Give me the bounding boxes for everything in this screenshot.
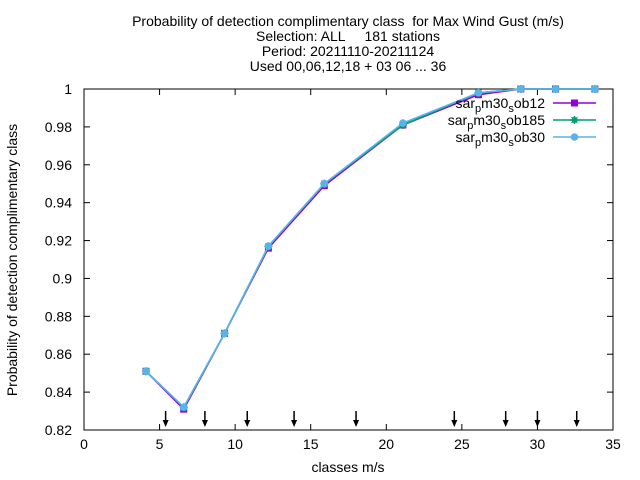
title-line: Probability of detection complimentary c… [132,13,564,29]
x-tick-label: 35 [605,436,621,452]
class-arrow [534,411,541,427]
data-point [399,119,407,127]
legend-item: sarpm30sob12 [456,95,596,115]
x-tick-label: 0 [80,436,88,452]
x-tick-label: 20 [378,436,394,452]
data-point [220,329,229,338]
y-tick-label: 0.84 [45,384,72,400]
y-tick-label: 0.96 [45,157,72,173]
title-line: Used 00,06,12,18 + 03 06 ... 36 [250,58,447,74]
data-point [264,242,273,251]
y-tick-label: 0.9 [53,270,73,286]
series-lines [141,85,599,413]
class-arrow-markers [162,411,580,427]
y-tick-label: 1 [64,81,72,97]
x-axis-ticks: 0 5 10 15 20 25 30 35 [80,89,621,452]
legend-label: sarpm30sob30 [456,129,546,149]
y-tick-label: 0.92 [45,233,72,249]
legend-item: sarpm30sob185 [448,112,596,132]
chart-frame [83,88,614,431]
class-arrow [502,411,509,427]
data-point [570,116,579,124]
y-axis-label: Probability of detection complimentary c… [4,124,20,396]
data-point [591,85,599,93]
data-point [551,85,560,93]
data-point [570,133,579,141]
x-axis-label: classes m/s [311,459,384,475]
class-arrow [353,411,360,427]
plot-border [83,88,614,431]
class-arrow [451,411,458,427]
data-point [142,367,150,376]
x-tick-label: 25 [454,436,470,452]
data-point [571,99,578,107]
series-line [145,88,595,409]
data-point [179,403,188,412]
data-point [474,88,483,97]
chart-title: Probability of detection complimentary c… [132,13,564,74]
data-point [320,179,329,188]
y-axis-ticks: 0.82 0.84 0.86 0.88 0.9 0.92 0.94 0.96 0.98 1 [45,81,613,438]
y-tick-label: 0.86 [45,346,72,362]
class-arrow [244,411,251,427]
class-arrow [573,411,580,427]
class-arrow [162,411,169,427]
legend-label: sarpm30sob185 [448,112,545,132]
legend-label: sarpm30sob12 [456,95,546,115]
y-tick-label: 0.82 [45,422,72,438]
data-point [517,85,525,93]
class-arrow [291,411,298,427]
legend-item: sarpm30sob30 [456,129,596,149]
x-tick-label: 30 [530,436,546,452]
y-tick-label: 0.88 [45,308,72,324]
class-arrow [201,411,208,427]
y-tick-label: 0.94 [45,195,72,211]
x-tick-label: 5 [156,436,164,452]
x-tick-label: 10 [227,436,243,452]
title-line: Selection: ALL 181 stations [256,28,440,44]
y-tick-label: 0.98 [45,119,72,135]
x-tick-label: 15 [303,436,319,452]
series [142,85,599,412]
title-line: Period: 20211110-20211124 [262,43,435,59]
